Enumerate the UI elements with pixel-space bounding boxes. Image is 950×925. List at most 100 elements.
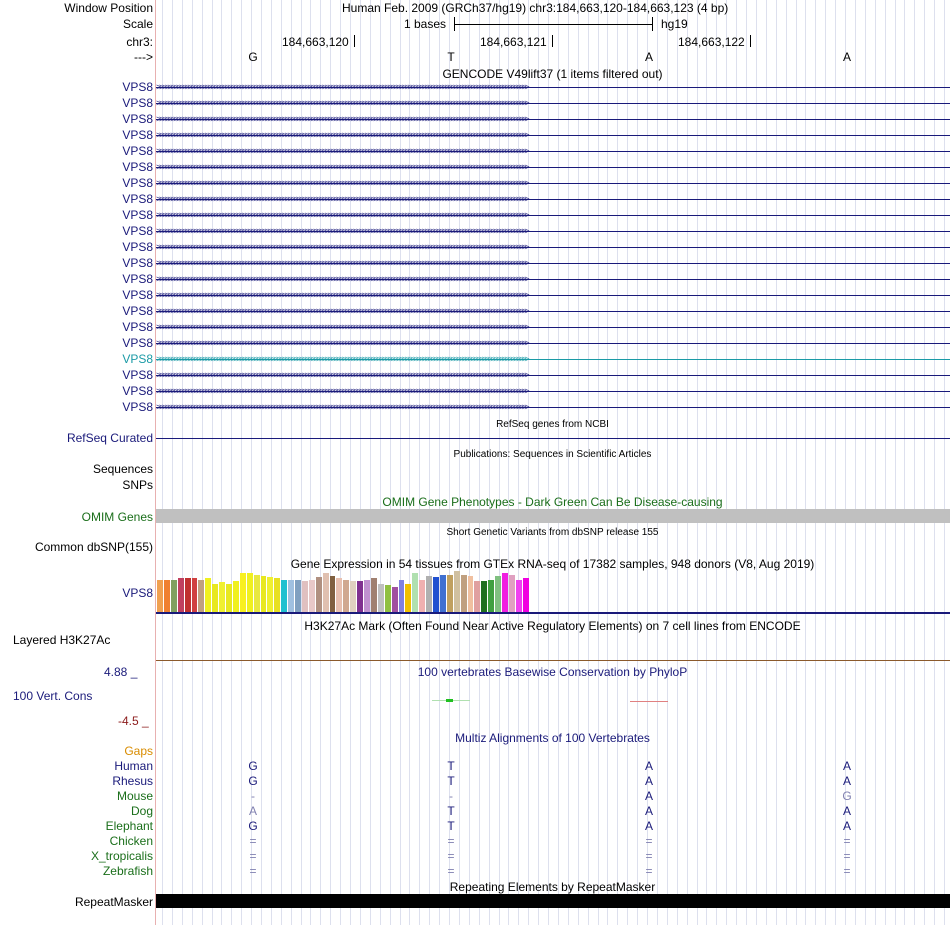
- gtex-tissue-bar[interactable]: [212, 584, 218, 612]
- gencode-row-label[interactable]: VPS8: [122, 224, 153, 238]
- gtex-tissue-bar[interactable]: [205, 578, 211, 612]
- gtex-tissue-bar[interactable]: [378, 584, 384, 612]
- gencode-row-label[interactable]: VPS8: [122, 208, 153, 222]
- species-label[interactable]: Rhesus: [112, 774, 153, 788]
- sequences-label[interactable]: Sequences: [92, 462, 153, 476]
- gtex-tissue-bar[interactable]: [254, 575, 260, 612]
- gencode-transcript-line[interactable]: [156, 231, 950, 232]
- gtex-tissue-bar[interactable]: [178, 578, 184, 612]
- gencode-row-label[interactable]: VPS8: [122, 400, 153, 414]
- gtex-tissue-bar[interactable]: [350, 581, 356, 612]
- gencode-transcript-line[interactable]: [156, 327, 950, 328]
- gtex-tissue-bar[interactable]: [502, 573, 508, 612]
- gtex-tissue-bar[interactable]: [357, 581, 363, 612]
- gencode-transcript-line[interactable]: [156, 359, 950, 360]
- gencode-row-label[interactable]: VPS8: [122, 80, 153, 94]
- gencode-transcript-line[interactable]: [156, 263, 950, 264]
- gencode-transcript-line[interactable]: [156, 279, 950, 280]
- species-label[interactable]: Mouse: [116, 789, 153, 803]
- gtex-tissue-bar[interactable]: [385, 585, 391, 612]
- gtex-tissue-bar[interactable]: [461, 575, 467, 612]
- gtex-tissue-bar[interactable]: [516, 580, 522, 612]
- gencode-transcript-line[interactable]: [156, 215, 950, 216]
- repeatmasker-label[interactable]: RepeatMasker: [74, 895, 153, 909]
- gencode-row-label[interactable]: VPS8: [122, 384, 153, 398]
- gencode-row-label[interactable]: VPS8: [122, 272, 153, 286]
- gencode-transcript-line[interactable]: [156, 167, 950, 168]
- gtex-tissue-bar[interactable]: [247, 573, 253, 612]
- gtex-tissue-bar[interactable]: [281, 580, 287, 612]
- gencode-row-label[interactable]: VPS8: [122, 96, 153, 110]
- gtex-tissue-bar[interactable]: [274, 578, 280, 612]
- gtex-tissue-bar[interactable]: [164, 580, 170, 612]
- repeatmasker-bar[interactable]: [156, 894, 950, 908]
- species-label[interactable]: Dog: [130, 804, 153, 818]
- gtex-tissue-bar[interactable]: [185, 578, 191, 612]
- gtex-tissue-bar[interactable]: [481, 581, 487, 612]
- gtex-tissue-bar[interactable]: [309, 580, 315, 612]
- gencode-row-label[interactable]: VPS8: [122, 160, 153, 174]
- gtex-tissue-bar[interactable]: [157, 580, 163, 612]
- refseq-track-title[interactable]: RefSeq genes from NCBI: [496, 419, 609, 430]
- gtex-tissue-bar[interactable]: [488, 580, 494, 612]
- gencode-transcript-line[interactable]: [156, 343, 950, 344]
- gtex-track-title[interactable]: Gene Expression in 54 tissues from GTEx …: [290, 557, 815, 571]
- gtex-tissue-bar[interactable]: [219, 582, 225, 612]
- dbsnp-label[interactable]: Common dbSNP(155): [34, 540, 153, 554]
- gencode-transcript-line[interactable]: [156, 407, 950, 408]
- gtex-tissue-bar[interactable]: [509, 575, 515, 612]
- species-label[interactable]: Zebrafish: [102, 864, 153, 878]
- gencode-row-label[interactable]: VPS8: [122, 240, 153, 254]
- gtex-tissue-bar[interactable]: [261, 576, 266, 612]
- gtex-tissue-bar[interactable]: [323, 573, 329, 612]
- species-label[interactable]: Human: [114, 759, 153, 773]
- gencode-row-label[interactable]: VPS8: [122, 336, 153, 350]
- refseq-label[interactable]: RefSeq Curated: [66, 431, 153, 445]
- gtex-tissue-bar[interactable]: [468, 576, 473, 612]
- gencode-row-label[interactable]: VPS8: [122, 192, 153, 206]
- gtex-tissue-bar[interactable]: [192, 578, 197, 612]
- gencode-transcript-line[interactable]: [156, 295, 950, 296]
- gencode-row-label[interactable]: VPS8: [122, 352, 153, 366]
- gtex-tissue-bar[interactable]: [447, 575, 453, 612]
- gencode-transcript-line[interactable]: [156, 199, 950, 200]
- gencode-transcript-line[interactable]: [156, 151, 950, 152]
- gencode-transcript-line[interactable]: [156, 375, 950, 376]
- gtex-tissue-bar[interactable]: [495, 576, 501, 612]
- gtex-tissue-bar[interactable]: [474, 581, 480, 612]
- gtex-tissue-bar[interactable]: [240, 573, 246, 612]
- gtex-tissue-bar[interactable]: [226, 584, 232, 612]
- gtex-tissue-bar[interactable]: [405, 584, 411, 612]
- gtex-tissue-bar[interactable]: [233, 581, 239, 612]
- gencode-transcript-line[interactable]: [156, 119, 950, 120]
- dbsnp-track-title[interactable]: Short Genetic Variants from dbSNP releas…: [446, 527, 659, 538]
- gtex-tissue-bar[interactable]: [295, 580, 301, 612]
- omim-label[interactable]: OMIM Genes: [81, 510, 153, 524]
- gtex-tissue-bar[interactable]: [267, 577, 273, 612]
- gencode-row-label[interactable]: VPS8: [122, 368, 153, 382]
- h3k27-track-title[interactable]: H3K27Ac Mark (Often Found Near Active Re…: [304, 619, 801, 633]
- species-label[interactable]: Elephant: [105, 819, 153, 833]
- gtex-tissue-bar[interactable]: [454, 571, 460, 612]
- gtex-tissue-bar[interactable]: [343, 580, 349, 612]
- gencode-row-label[interactable]: VPS8: [122, 128, 153, 142]
- repeatmasker-track-title[interactable]: Repeating Elements by RepeatMasker: [449, 880, 656, 894]
- gencode-transcript-line[interactable]: [156, 311, 950, 312]
- gtex-tissue-bar[interactable]: [198, 580, 204, 612]
- omim-gene-bar[interactable]: [156, 509, 950, 523]
- gencode-transcript-line[interactable]: [156, 247, 950, 248]
- species-label[interactable]: X_tropicalis: [90, 849, 153, 863]
- gencode-transcript-line[interactable]: [156, 103, 950, 104]
- gencode-transcript-line[interactable]: [156, 87, 950, 88]
- gencode-row-label[interactable]: VPS8: [122, 144, 153, 158]
- gtex-tissue-bar[interactable]: [364, 580, 370, 612]
- snps-label[interactable]: SNPs: [122, 478, 153, 492]
- gtex-tissue-bar[interactable]: [171, 580, 177, 612]
- gtex-tissue-bar[interactable]: [440, 575, 446, 612]
- gencode-transcript-line[interactable]: [156, 391, 950, 392]
- gencode-transcript-line[interactable]: [156, 135, 950, 136]
- gtex-tissue-bar[interactable]: [433, 577, 439, 612]
- gencode-row-label[interactable]: VPS8: [122, 112, 153, 126]
- assembly-position-text[interactable]: Human Feb. 2009 (GRCh37/hg19) chr3:184,6…: [342, 1, 729, 15]
- gencode-row-label[interactable]: VPS8: [122, 320, 153, 334]
